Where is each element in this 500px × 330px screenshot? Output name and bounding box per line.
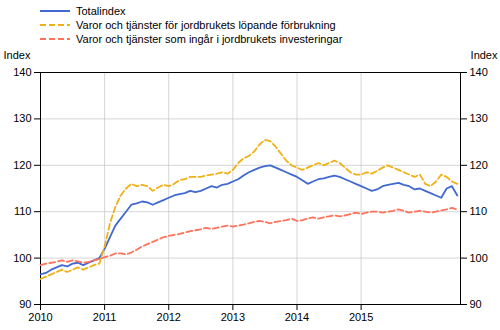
svg-text:Index: Index <box>471 49 498 61</box>
svg-text:90: 90 <box>19 298 31 310</box>
svg-text:130: 130 <box>470 112 488 124</box>
svg-text:2010: 2010 <box>28 311 52 323</box>
svg-text:90: 90 <box>470 298 482 310</box>
html-text:Totalindex: Totalindex <box>76 5 126 17</box>
svg-text:140: 140 <box>13 66 31 78</box>
svg-text:2011: 2011 <box>93 311 117 323</box>
svg-text:130: 130 <box>13 112 31 124</box>
svg-text:2013: 2013 <box>221 311 245 323</box>
html-text:Varor och tjänster för jordbru: Varor och tjänster för jordbrukets löpan… <box>76 19 336 31</box>
svg-text:100: 100 <box>470 252 488 264</box>
svg-text:120: 120 <box>13 159 31 171</box>
svg-text:2014: 2014 <box>285 311 309 323</box>
svg-text:100: 100 <box>13 252 31 264</box>
svg-text:120: 120 <box>470 159 488 171</box>
svg-text:140: 140 <box>470 66 488 78</box>
svg-text:2015: 2015 <box>349 311 373 323</box>
svg-text:2012: 2012 <box>157 311 181 323</box>
svg-text:110: 110 <box>14 205 32 217</box>
html-text:Varor och tjänster som ingår i: Varor och tjänster som ingår i jordbruke… <box>76 33 343 45</box>
svg-text:Index: Index <box>4 49 31 61</box>
svg-text:110: 110 <box>470 205 488 217</box>
